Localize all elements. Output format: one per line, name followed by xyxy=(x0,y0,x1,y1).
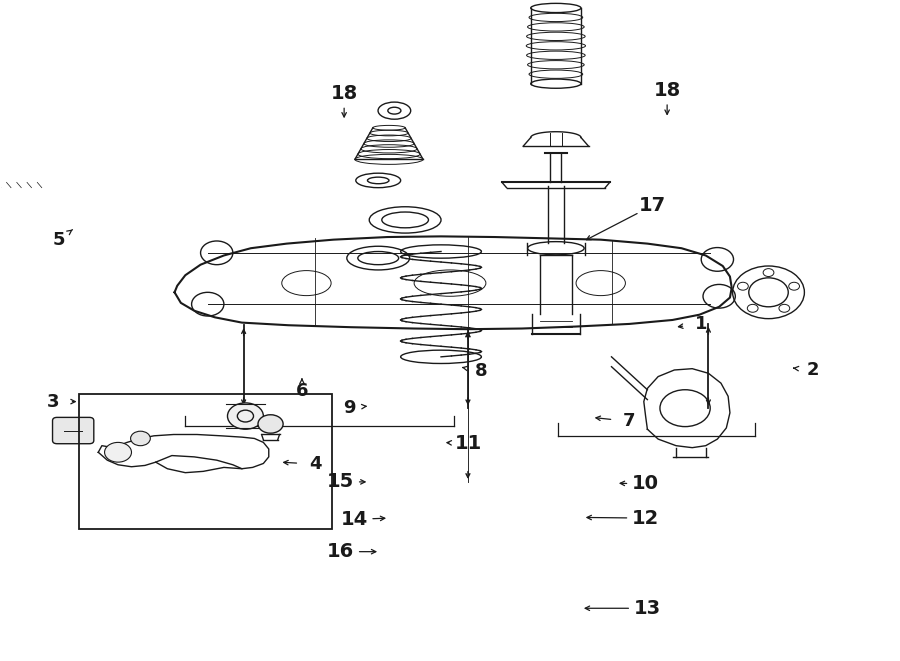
Text: 9: 9 xyxy=(343,399,356,416)
Text: 8: 8 xyxy=(475,362,488,380)
Circle shape xyxy=(258,414,284,433)
Text: 5: 5 xyxy=(52,231,65,249)
Text: 2: 2 xyxy=(806,361,819,379)
Text: 12: 12 xyxy=(632,508,659,527)
Text: 16: 16 xyxy=(327,542,355,561)
Text: 18: 18 xyxy=(330,84,358,103)
Circle shape xyxy=(130,431,150,446)
Text: 6: 6 xyxy=(296,382,308,400)
Text: 10: 10 xyxy=(632,475,659,493)
Text: 11: 11 xyxy=(454,434,482,453)
FancyBboxPatch shape xyxy=(52,417,94,444)
Text: 14: 14 xyxy=(340,510,367,529)
Bar xyxy=(79,395,332,529)
Text: 18: 18 xyxy=(653,81,680,100)
Text: 15: 15 xyxy=(327,473,355,491)
Text: 7: 7 xyxy=(623,412,635,430)
Text: 17: 17 xyxy=(639,196,666,215)
Text: 4: 4 xyxy=(310,455,321,473)
Text: 3: 3 xyxy=(47,393,59,410)
Circle shape xyxy=(104,442,131,462)
Text: 1: 1 xyxy=(695,315,707,333)
Text: 13: 13 xyxy=(634,599,661,618)
Circle shape xyxy=(228,403,264,429)
